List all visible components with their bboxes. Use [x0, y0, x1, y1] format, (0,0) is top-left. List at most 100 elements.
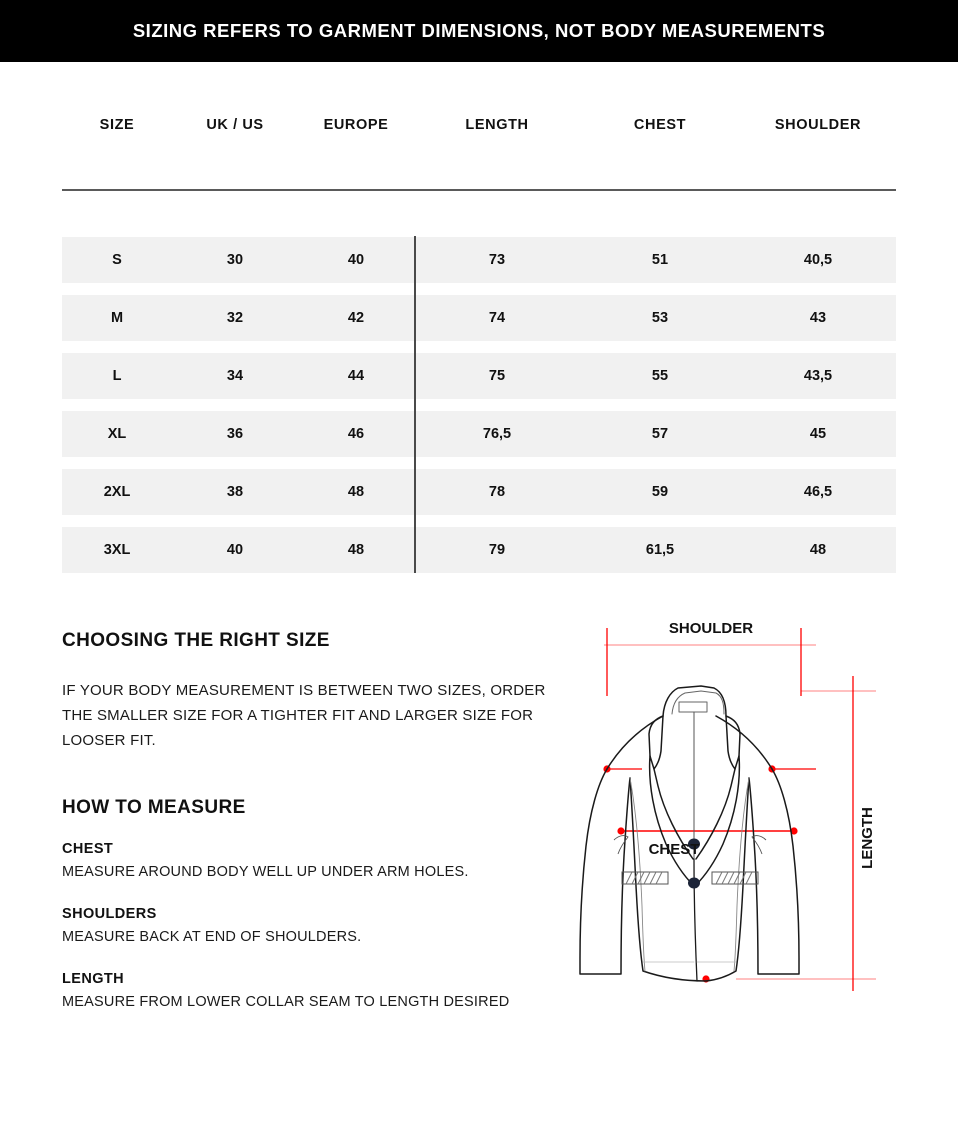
cell-shoulder: 43 [740, 295, 896, 341]
column-header-chest: CHEST [633, 117, 687, 133]
table-row: XL 36 46 76,5 57 45 [62, 411, 896, 457]
diagram-label-shoulder: SHOULDER [669, 620, 753, 637]
measure-item-length: LENGTH MEASURE FROM LOWER COLLAR SEAM TO… [62, 971, 562, 1014]
column-header-europe: EUROPE [323, 117, 389, 133]
cell-length: 75 [414, 353, 580, 399]
table-header-row: SIZE UK / US EUROPE LENGTH CHEST SHOULDE… [62, 62, 896, 188]
cell-chest: 55 [580, 353, 740, 399]
measure-label-length: LENGTH [62, 971, 125, 987]
cell-shoulder: 40,5 [740, 237, 896, 283]
cell-length: 74 [414, 295, 580, 341]
jacket-left-pocket [621, 871, 669, 885]
sizing-banner: SIZING REFERS TO GARMENT DIMENSIONS, NOT… [0, 0, 958, 62]
header-rule [62, 188, 896, 191]
cell-europe: 48 [298, 527, 414, 573]
table-vertical-divider [414, 236, 416, 573]
cell-chest: 59 [580, 469, 740, 515]
cell-size: S [62, 237, 172, 283]
jacket-left-shoulder-seam [606, 715, 664, 770]
cell-uk-us: 40 [172, 527, 298, 573]
jacket-right-pocket [711, 871, 759, 885]
table-row: 2XL 38 48 78 59 46,5 [62, 469, 896, 515]
row-gap [62, 515, 896, 527]
measure-text-shoulders: MEASURE BACK AT END OF SHOULDERS. [62, 929, 362, 945]
choosing-right-size-title: CHOOSING THE RIGHT SIZE [62, 630, 330, 651]
diagram-label-chest: CHEST [649, 841, 700, 858]
jacket-measurement-diagram: SHOULDER CHEST LENGTH [566, 606, 906, 1006]
jacket-right-chest-detail [751, 835, 767, 855]
cell-size: 3XL [62, 527, 172, 573]
measure-text-chest: MEASURE AROUND BODY WELL UP UNDER ARM HO… [62, 864, 469, 880]
cell-shoulder: 46,5 [740, 469, 896, 515]
cell-chest: 53 [580, 295, 740, 341]
cell-europe: 42 [298, 295, 414, 341]
table-row: M 32 42 74 53 43 [62, 295, 896, 341]
measure-label-shoulders: SHOULDERS [62, 906, 157, 922]
cell-uk-us: 32 [172, 295, 298, 341]
jacket-right-pocket-hatching [715, 871, 753, 885]
jacket-right-inner-seam [733, 777, 750, 972]
jacket-left-sleeve [579, 768, 631, 975]
cell-europe: 48 [298, 469, 414, 515]
cell-uk-us: 34 [172, 353, 298, 399]
cell-chest: 51 [580, 237, 740, 283]
jacket-right-body [705, 777, 750, 982]
header-spacer-row [62, 191, 896, 237]
cell-length: 76,5 [414, 411, 580, 457]
banner-title: SIZING REFERS TO GARMENT DIMENSIONS, NOT… [132, 20, 826, 41]
measurement-point-markers [603, 765, 798, 983]
jacket-front-closure [693, 858, 698, 982]
measurement-lines [606, 628, 854, 991]
measure-label-chest: CHEST [62, 841, 114, 857]
cell-europe: 40 [298, 237, 414, 283]
header-divider-row [62, 188, 896, 191]
choosing-right-size-body: IF YOUR BODY MEASUREMENT IS BETWEEN TWO … [62, 682, 546, 749]
jacket-right-shoulder-seam [715, 715, 773, 770]
jacket-collar-outer [662, 685, 727, 717]
size-chart-table: SIZE UK / US EUROPE LENGTH CHEST SHOULDE… [62, 62, 896, 573]
measure-text-length: MEASURE FROM LOWER COLLAR SEAM TO LENGTH… [62, 994, 510, 1010]
jacket-button-lower-icon [688, 877, 700, 889]
column-header-uk-us: UK / US [206, 117, 264, 133]
column-header-shoulder: SHOULDER [774, 117, 862, 133]
column-header-size: SIZE [99, 117, 135, 133]
cell-uk-us: 30 [172, 237, 298, 283]
row-gap [62, 457, 896, 469]
cell-length: 79 [414, 527, 580, 573]
sizing-guidance-section: CHOOSING THE RIGHT SIZE IF YOUR BODY MEA… [62, 630, 562, 1036]
jacket-pockets [613, 835, 767, 885]
table-row: 3XL 40 48 79 61,5 48 [62, 527, 896, 573]
jacket-button-upper-icon [688, 838, 700, 850]
cell-chest: 61,5 [580, 527, 740, 573]
cell-shoulder: 43,5 [740, 353, 896, 399]
table-row: S 30 40 73 51 40,5 [62, 237, 896, 283]
cell-europe: 46 [298, 411, 414, 457]
jacket-buttons [688, 838, 700, 889]
table-row: L 34 44 75 55 43,5 [62, 353, 896, 399]
cell-length: 73 [414, 237, 580, 283]
cell-size: XL [62, 411, 172, 457]
jacket-right-collar-leaf [725, 715, 741, 770]
chest-left-point-icon [617, 827, 625, 835]
measure-item-chest: CHEST MEASURE AROUND BODY WELL UP UNDER … [62, 841, 562, 884]
cell-size: L [62, 353, 172, 399]
column-header-length: LENGTH [465, 117, 529, 133]
row-gap [62, 399, 896, 411]
jacket-left-body [629, 777, 707, 982]
cell-uk-us: 36 [172, 411, 298, 457]
cell-uk-us: 38 [172, 469, 298, 515]
jacket-left-collar-leaf [648, 715, 664, 770]
cell-chest: 57 [580, 411, 740, 457]
row-gap [62, 283, 896, 295]
jacket-right-lapel-edge [695, 768, 736, 860]
how-to-measure-title: HOW TO MEASURE [62, 797, 246, 818]
jacket-right-lapel-roll [694, 755, 741, 887]
measure-item-shoulders: SHOULDERS MEASURE BACK AT END OF SHOULDE… [62, 906, 562, 949]
jacket-left-lapel-edge [653, 768, 694, 860]
chest-right-point-icon [790, 827, 798, 835]
header-rule-cell [62, 188, 896, 191]
cell-length: 78 [414, 469, 580, 515]
diagram-label-length: LENGTH [859, 807, 876, 869]
jacket-collar-inner [671, 690, 725, 715]
cell-size: 2XL [62, 469, 172, 515]
